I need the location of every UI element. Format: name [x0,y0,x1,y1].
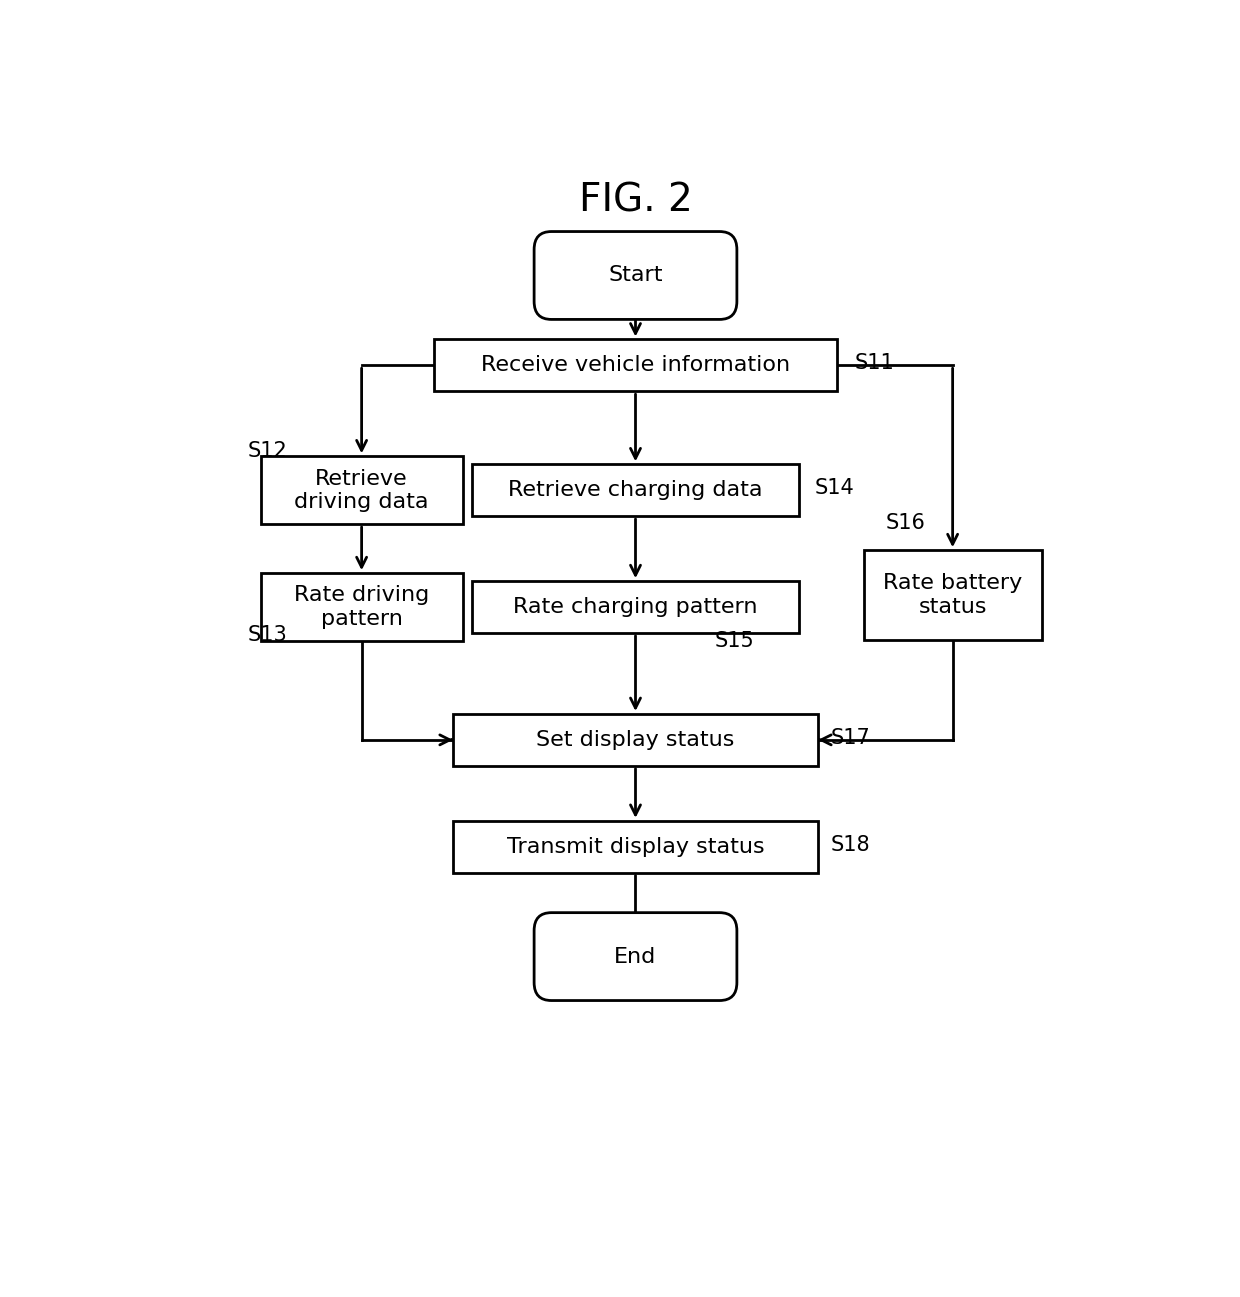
FancyBboxPatch shape [260,457,463,524]
FancyBboxPatch shape [260,573,463,641]
FancyBboxPatch shape [534,913,737,1000]
FancyBboxPatch shape [864,550,1042,639]
Text: S13: S13 [247,625,286,645]
Text: Retrieve charging data: Retrieve charging data [508,480,763,501]
Text: S17: S17 [831,728,870,748]
Text: FIG. 2: FIG. 2 [579,182,692,219]
Text: S18: S18 [831,835,870,855]
FancyBboxPatch shape [472,464,799,516]
Text: S12: S12 [247,441,286,462]
Text: Receive vehicle information: Receive vehicle information [481,355,790,375]
FancyBboxPatch shape [534,232,737,319]
Text: S16: S16 [885,514,925,533]
Text: Transmit display status: Transmit display status [507,837,764,857]
FancyBboxPatch shape [453,821,818,873]
Text: Rate charging pattern: Rate charging pattern [513,597,758,617]
FancyBboxPatch shape [472,581,799,633]
Text: S15: S15 [714,632,754,651]
Text: S11: S11 [854,353,894,374]
Text: Set display status: Set display status [537,730,734,750]
FancyBboxPatch shape [434,340,837,392]
Text: End: End [614,947,657,966]
Text: Rate battery
status: Rate battery status [883,573,1022,616]
Text: Start: Start [609,266,662,285]
Text: Rate driving
pattern: Rate driving pattern [294,585,429,629]
Text: Retrieve
driving data: Retrieve driving data [294,468,429,512]
FancyBboxPatch shape [453,713,818,765]
Text: S14: S14 [815,479,854,498]
